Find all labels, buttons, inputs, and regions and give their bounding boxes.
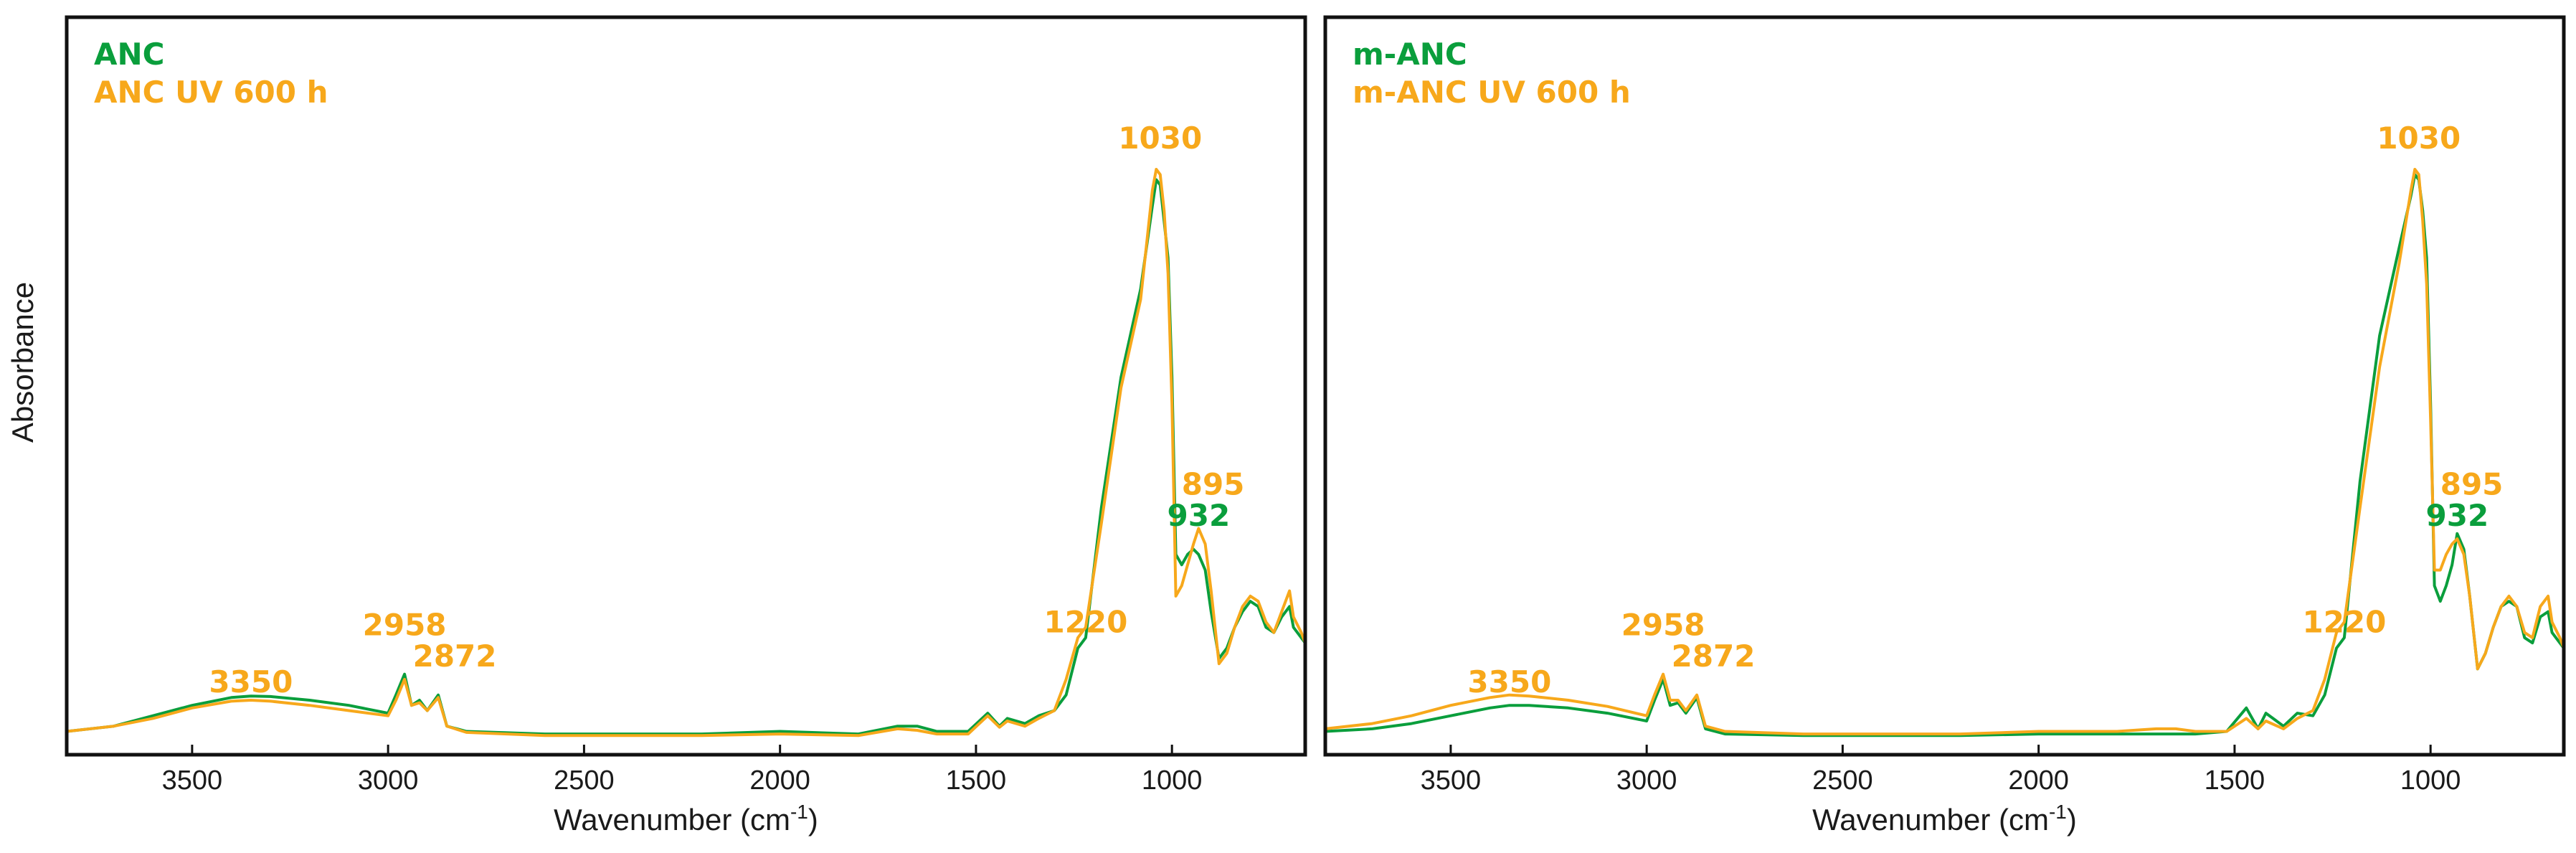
peak-label: 1030 xyxy=(2377,121,2461,156)
plot-frame xyxy=(1323,15,2566,757)
peak-label: 1220 xyxy=(1043,605,1127,640)
peak-label: 1220 xyxy=(2302,605,2386,640)
x-tick-label: 3000 xyxy=(1616,765,1677,796)
x-tick-label: 2000 xyxy=(749,765,810,796)
series-line-orange xyxy=(1325,168,2565,736)
x-tick-label: 1500 xyxy=(2205,765,2265,796)
legend-entry: m-ANC xyxy=(1353,37,1467,72)
series-line-green xyxy=(66,178,1307,736)
peak-label: 3350 xyxy=(209,664,293,699)
legend-entry: m-ANC UV 600 h xyxy=(1353,75,1631,110)
x-axis-label: Wavenumber (cm-1) xyxy=(554,801,818,836)
y-axis-label: Absorbance xyxy=(6,282,39,443)
x-tick-label: 1000 xyxy=(1142,765,1203,796)
peak-label: 2958 xyxy=(1621,607,1705,642)
chart-panel-m-anc: 3500 3000 2500 2000 1500 1000 Wavenumber (cm-1… xyxy=(1323,15,2566,836)
plot-frame xyxy=(65,15,1307,757)
peak-label: 895 xyxy=(2440,466,2504,501)
legend-entry: ANC xyxy=(94,37,164,72)
peak-label: 932 xyxy=(2426,498,2489,533)
chart-panel-anc: 3500 3000 2500 2000 1500 1000 Wavenumber (cm-1… xyxy=(65,15,1307,836)
x-tick-label: 2000 xyxy=(2008,765,2069,796)
x-tick-label: 1500 xyxy=(946,765,1007,796)
legend-entry: ANC UV 600 h xyxy=(94,75,328,110)
series-line-orange xyxy=(66,168,1307,737)
peak-label: 1030 xyxy=(1118,121,1202,156)
peak-label: 932 xyxy=(1168,498,1231,533)
series-line-green xyxy=(1325,173,2565,737)
peak-label: 895 xyxy=(1182,466,1245,501)
x-tick-label: 1000 xyxy=(2400,765,2461,796)
x-tick-label: 2500 xyxy=(1812,765,1873,796)
x-tick-label: 3500 xyxy=(162,765,223,796)
peak-label: 3350 xyxy=(1467,664,1551,699)
x-tick-label: 2500 xyxy=(554,765,615,796)
peak-label: 2958 xyxy=(363,607,447,642)
x-tick-label: 3000 xyxy=(358,765,419,796)
x-tick-label: 3500 xyxy=(1421,765,1482,796)
x-axis-label: Wavenumber (cm-1) xyxy=(1812,801,2077,836)
peak-label: 2872 xyxy=(1672,638,1756,674)
peak-label: 2872 xyxy=(413,638,497,674)
